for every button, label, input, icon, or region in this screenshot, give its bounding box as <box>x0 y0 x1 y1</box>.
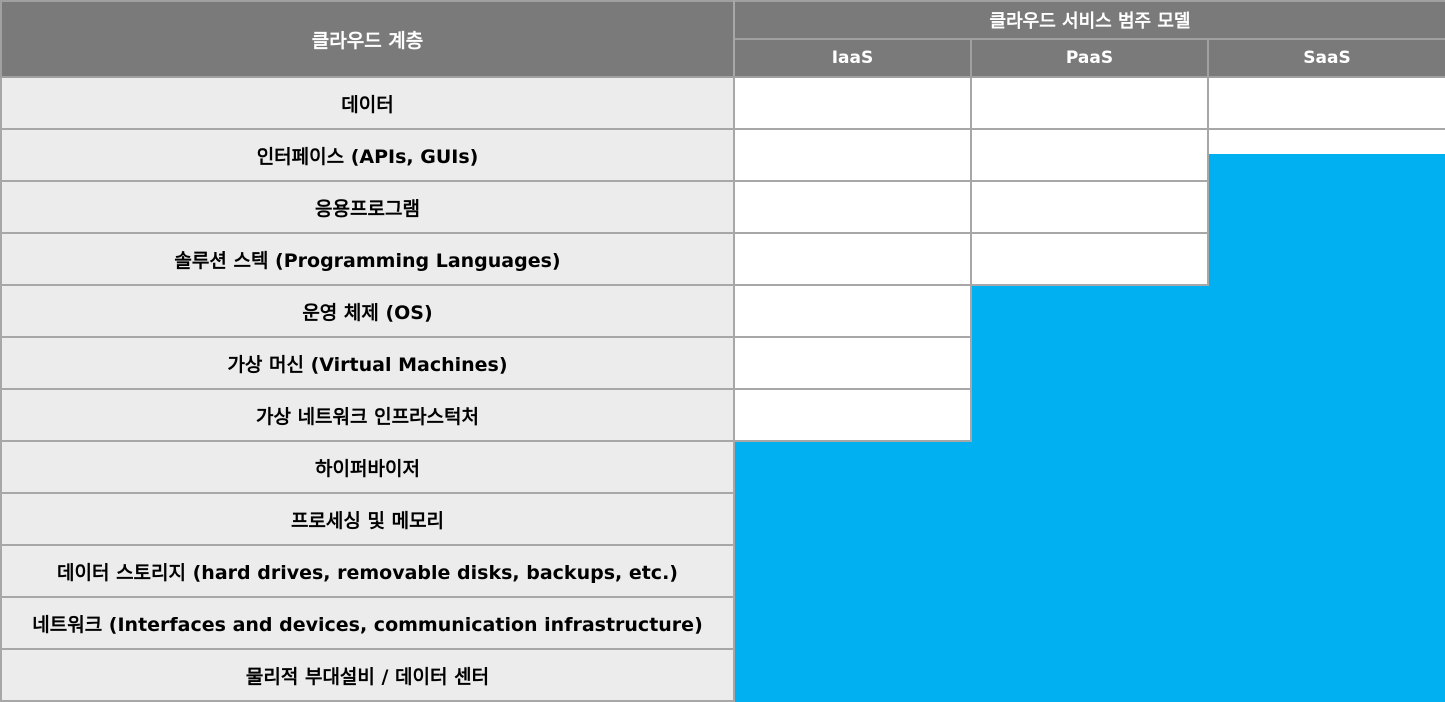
iaas-cell <box>733 492 972 546</box>
layer-label: 응용프로그램 <box>0 180 735 234</box>
paas-cell <box>970 128 1209 182</box>
table-row: 데이터 <box>0 76 1445 130</box>
table-row: 네트워크 (Interfaces and devices, communicat… <box>0 596 1445 650</box>
paas-cell <box>970 76 1209 130</box>
layer-label: 가상 머신 (Virtual Machines) <box>0 336 735 390</box>
saas-cell <box>1207 128 1445 182</box>
iaas-cell <box>733 284 972 338</box>
header-paas: PaaS <box>970 38 1209 78</box>
paas-cell <box>970 648 1209 702</box>
header-service-category-model: 클라우드 서비스 범주 모델 <box>733 0 1445 40</box>
layer-label: 하이퍼바이저 <box>0 440 735 494</box>
table-row: 물리적 부대설비 / 데이터 센터 <box>0 648 1445 702</box>
paas-cell <box>970 596 1209 650</box>
saas-cell <box>1207 232 1445 286</box>
iaas-cell <box>733 648 972 702</box>
saas-cell <box>1207 440 1445 494</box>
table-row: 솔루션 스텍 (Programming Languages) <box>0 232 1445 286</box>
paas-cell <box>970 440 1209 494</box>
layer-label: 솔루션 스텍 (Programming Languages) <box>0 232 735 286</box>
header-iaas: IaaS <box>733 38 972 78</box>
iaas-cell <box>733 128 972 182</box>
header-cloud-layer: 클라우드 계층 <box>0 0 735 78</box>
saas-cell <box>1207 544 1445 598</box>
layer-label: 가상 네트워크 인프라스턱처 <box>0 388 735 442</box>
saas-cell <box>1207 336 1445 390</box>
iaas-cell <box>733 180 972 234</box>
layer-label: 인터페이스 (APIs, GUIs) <box>0 128 735 182</box>
saas-cell <box>1207 76 1445 130</box>
table-row: 데이터 스토리지 (hard drives, removable disks, … <box>0 544 1445 598</box>
paas-cell <box>970 232 1209 286</box>
table-body: 데이터 인터페이스 (APIs, GUIs) 응용프로그램 솔루션 스텍 (Progr… <box>0 76 1445 702</box>
iaas-cell <box>733 440 972 494</box>
iaas-cell <box>733 232 972 286</box>
paas-cell <box>970 544 1209 598</box>
saas-cell <box>1207 284 1445 338</box>
header-saas: SaaS <box>1207 38 1445 78</box>
paas-cell <box>970 284 1209 338</box>
layer-label: 데이터 <box>0 76 735 130</box>
table-row: 가상 네트워크 인프라스턱처 <box>0 388 1445 442</box>
saas-cell <box>1207 492 1445 546</box>
saas-cell <box>1207 596 1445 650</box>
table-row: 응용프로그램 <box>0 180 1445 234</box>
paas-cell <box>970 492 1209 546</box>
iaas-cell <box>733 388 972 442</box>
layer-label: 운영 체제 (OS) <box>0 284 735 338</box>
paas-cell <box>970 388 1209 442</box>
table-row: 가상 머신 (Virtual Machines) <box>0 336 1445 390</box>
layer-label: 물리적 부대설비 / 데이터 센터 <box>0 648 735 702</box>
table-row: 하이퍼바이저 <box>0 440 1445 494</box>
saas-cell <box>1207 180 1445 234</box>
paas-cell <box>970 180 1209 234</box>
layer-label: 프로세싱 및 메모리 <box>0 492 735 546</box>
paas-cell <box>970 336 1209 390</box>
iaas-cell <box>733 544 972 598</box>
layer-label: 데이터 스토리지 (hard drives, removable disks, … <box>0 544 735 598</box>
table-row: 프로세싱 및 메모리 <box>0 492 1445 546</box>
table-row: 인터페이스 (APIs, GUIs) <box>0 128 1445 182</box>
layer-label: 네트워크 (Interfaces and devices, communicat… <box>0 596 735 650</box>
saas-cell <box>1207 388 1445 442</box>
iaas-cell <box>733 596 972 650</box>
saas-cell <box>1207 648 1445 702</box>
table-row: 운영 체제 (OS) <box>0 284 1445 338</box>
iaas-cell <box>733 336 972 390</box>
iaas-cell <box>733 76 972 130</box>
